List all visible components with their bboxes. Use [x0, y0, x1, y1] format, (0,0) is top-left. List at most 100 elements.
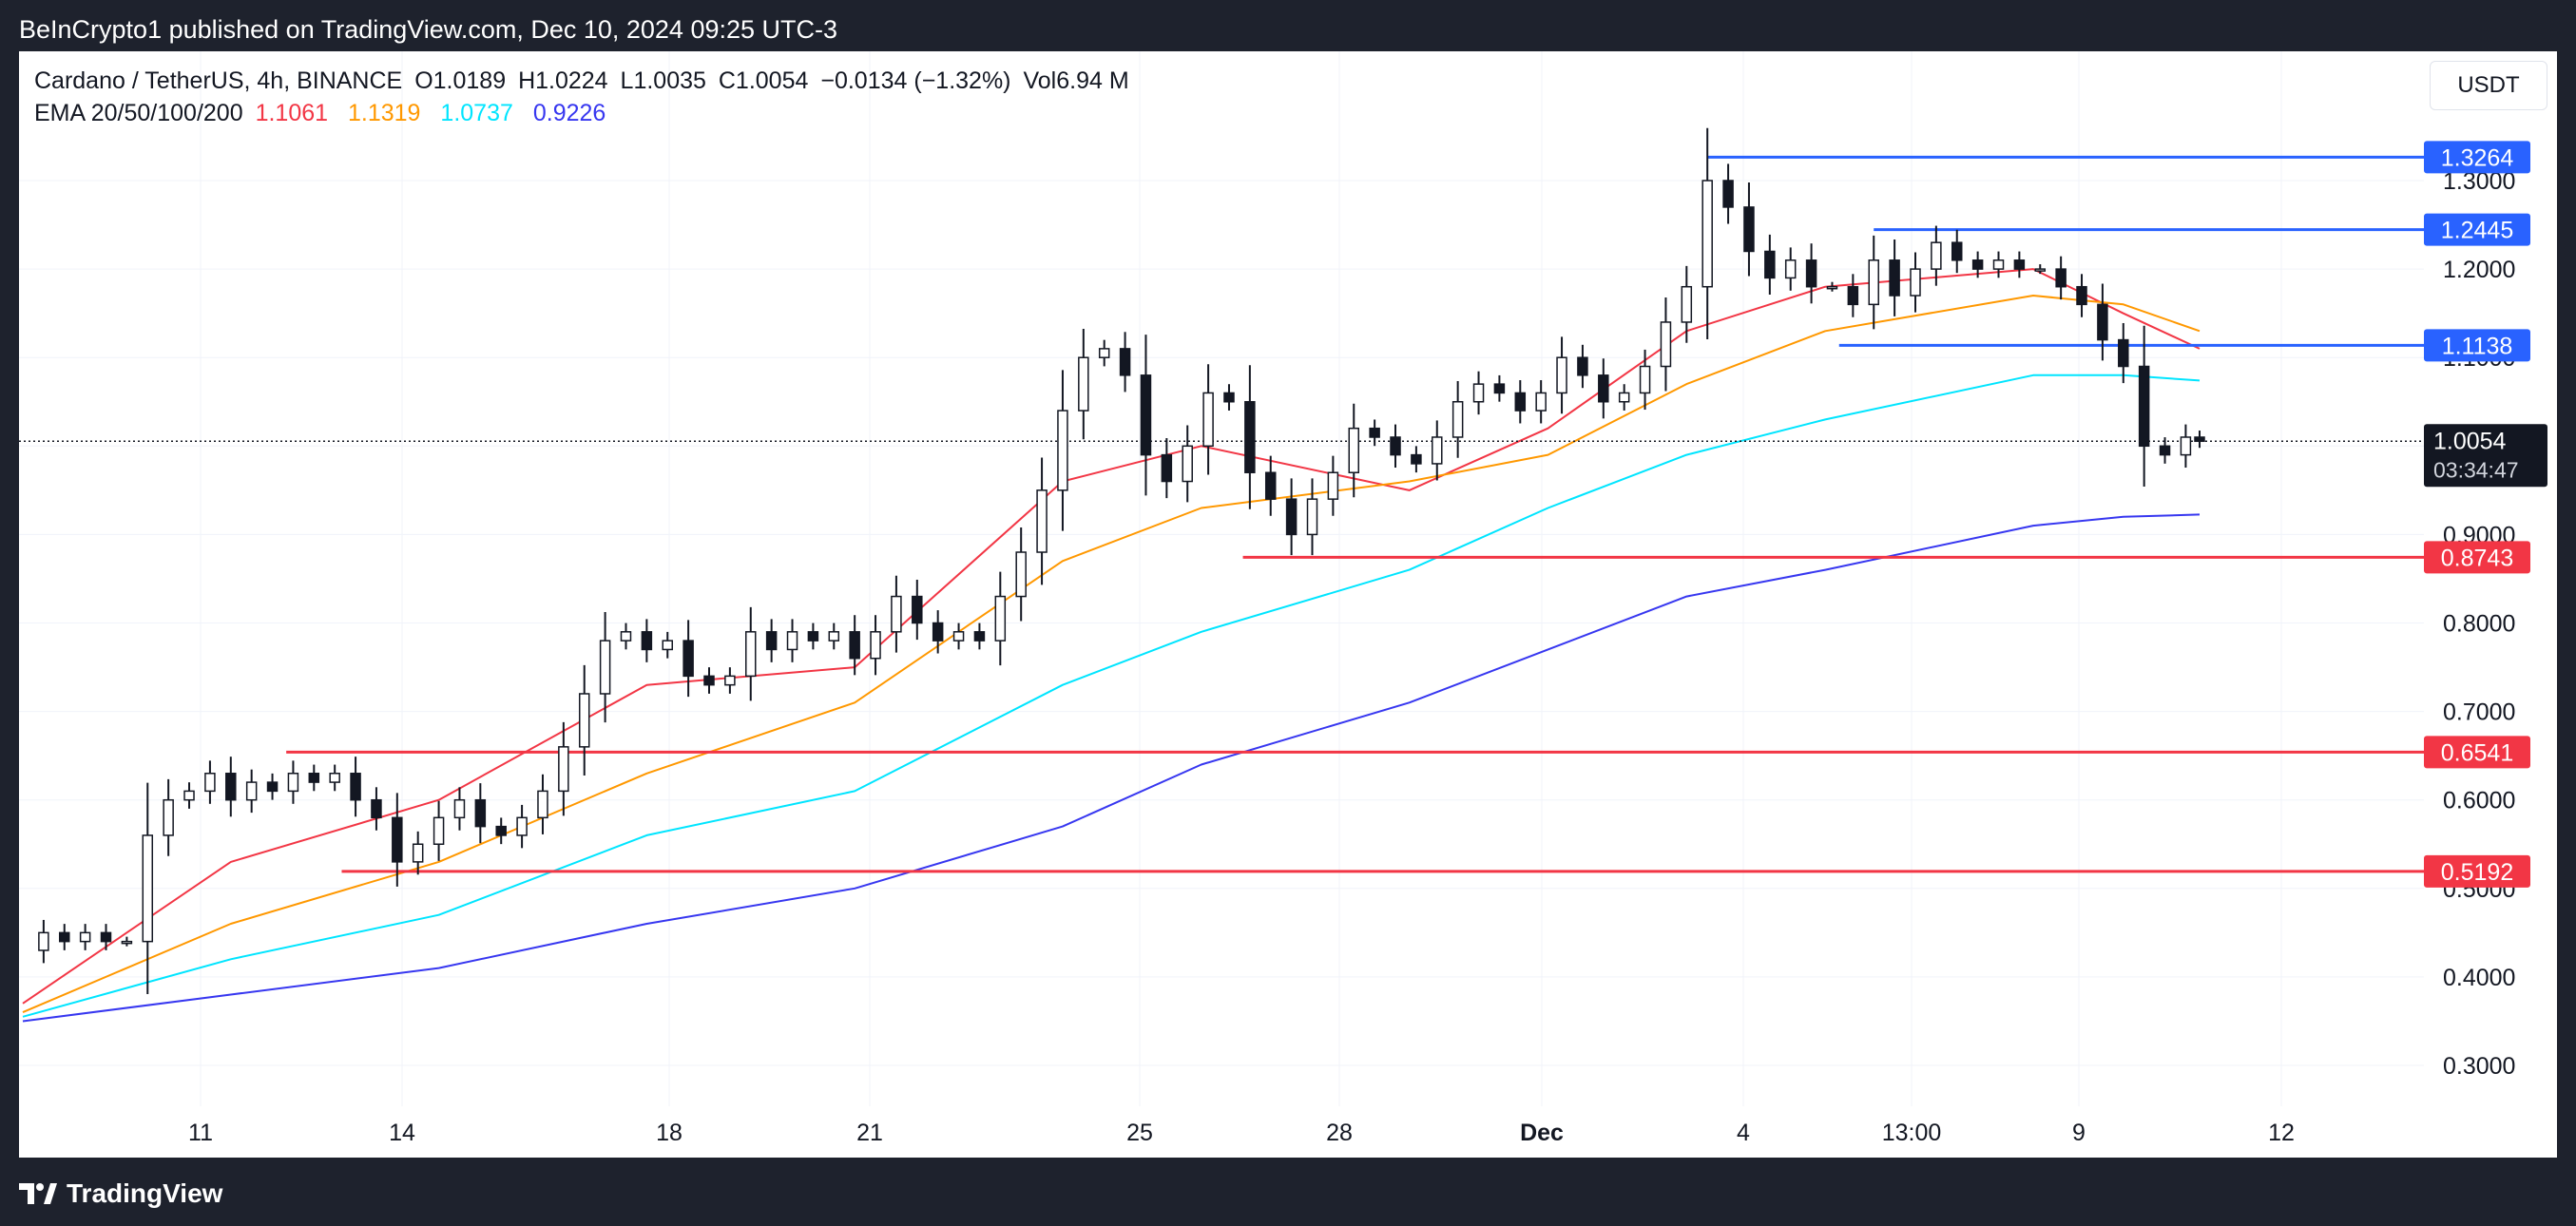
level-tag-resistance	[2424, 213, 2530, 246]
y-tick-label: 0.3000	[2443, 1053, 2515, 1080]
candle-down	[1598, 374, 1609, 403]
candle-up	[1660, 321, 1672, 368]
x-tick-label: 13:00	[1882, 1120, 1942, 1146]
candle-down	[1764, 250, 1776, 279]
candle-up	[1910, 268, 1921, 297]
x-tick-label: 18	[656, 1120, 682, 1146]
candle-up	[1556, 356, 1567, 394]
currency-button[interactable]: USDT	[2430, 61, 2547, 110]
y-tick-label: 0.7000	[2443, 699, 2515, 726]
candle-up	[183, 790, 195, 801]
volume-value: Vol6.94 M	[1023, 67, 1129, 94]
level-tag-label: 0.8743	[2441, 545, 2513, 571]
candle-down	[1119, 348, 1131, 376]
candle-down	[2159, 445, 2171, 456]
symbol-label[interactable]: Cardano / TetherUS, 4h, BINANCE	[34, 67, 403, 94]
level-tag-label: 1.1138	[2442, 333, 2513, 359]
x-tick-label: 21	[856, 1120, 883, 1146]
candle-down	[1390, 436, 1401, 456]
candle-down	[225, 773, 237, 801]
candle-down	[371, 798, 382, 819]
level-tag-label: 0.6541	[2441, 739, 2513, 766]
candle-up	[163, 798, 174, 836]
candle-up	[786, 631, 798, 651]
tradingview-logo[interactable]: TradingView	[19, 1178, 222, 1209]
candle-down	[912, 595, 923, 624]
candle-down	[849, 631, 860, 660]
ohlc-row: Cardano / TetherUS, 4h, BINANCE O1.0189 …	[34, 65, 1135, 97]
ema-row: EMA 20/50/100/200 1.1061 1.1319 1.0737 0…	[34, 97, 1135, 129]
candle-up	[1451, 401, 1464, 438]
published-info: BeInCrypto1 published on TradingView.com…	[0, 0, 2576, 51]
candle-up	[1826, 285, 1838, 290]
candle-down	[1743, 206, 1755, 253]
chart-legend: Cardano / TetherUS, 4h, BINANCE O1.0189 …	[34, 65, 1135, 129]
candle-down	[2138, 365, 2150, 448]
candle-down	[1264, 471, 1277, 500]
x-tick-label: Dec	[1520, 1120, 1564, 1146]
price-chart[interactable]: 1.30001.20001.10001.00000.90000.80000.70…	[19, 51, 2557, 1158]
candle-down	[641, 631, 653, 651]
x-tick-label: 14	[389, 1120, 415, 1146]
candle-up	[287, 773, 299, 793]
candle-down	[1244, 401, 1256, 473]
candle-down	[1577, 356, 1588, 376]
ema200-value: 0.9226	[532, 100, 606, 126]
candle-up	[453, 798, 466, 819]
candle-up	[142, 834, 154, 943]
candle-up	[1639, 365, 1651, 394]
candle-up	[828, 631, 840, 642]
ema20-line	[22, 268, 2201, 1005]
candle-up	[79, 931, 91, 943]
ema50-line	[22, 295, 2201, 1014]
candle-down	[1971, 259, 1984, 270]
candle-up	[620, 631, 632, 642]
candle-down	[973, 631, 986, 642]
current-price-tag	[2424, 424, 2547, 488]
candle-down	[703, 675, 715, 686]
candle-down	[495, 825, 507, 836]
level-tag-label: 0.5192	[2441, 859, 2513, 886]
tradingview-icon	[19, 1183, 57, 1204]
close-value: C1.0054	[718, 67, 809, 94]
candle-down	[1411, 453, 1422, 465]
candle-down	[807, 631, 819, 642]
candle-up	[1327, 471, 1339, 500]
level-tag-support	[2424, 541, 2530, 574]
level-tag-label: 1.3264	[2441, 144, 2514, 171]
x-tick-label: 11	[188, 1120, 213, 1146]
x-tick-label: 25	[1126, 1120, 1153, 1146]
level-tag-label: 1.2445	[2441, 218, 2513, 244]
ema-label[interactable]: EMA 20/50/100/200	[34, 100, 243, 126]
chart-panel[interactable]: 1.30001.20001.10001.00000.90000.80000.70…	[19, 51, 2557, 1158]
candle-up	[38, 931, 49, 951]
candle-down	[308, 773, 320, 783]
candle-up	[1348, 427, 1360, 473]
candle-up	[1057, 410, 1068, 491]
candle-down	[2076, 285, 2087, 306]
ema200-line	[22, 513, 2201, 1023]
candle-down	[1847, 285, 1859, 306]
candle-down	[1223, 392, 1235, 403]
candle-up	[1931, 241, 1942, 270]
candle-up	[1784, 259, 1797, 279]
candle-up	[412, 843, 424, 863]
candle-down	[59, 931, 70, 943]
candle-up	[745, 631, 757, 678]
candle-down	[1285, 498, 1298, 536]
candle-down	[1951, 241, 1963, 261]
countdown-label: 03:34:47	[2433, 457, 2519, 482]
candle-up	[891, 595, 902, 633]
open-value: O1.0189	[414, 67, 507, 94]
candle-up	[1015, 551, 1027, 598]
level-tag-support	[2424, 736, 2530, 769]
candle-down	[1369, 427, 1380, 438]
candle-down	[1514, 392, 1527, 412]
candle-down	[1805, 259, 1817, 288]
x-tick-label: 9	[2072, 1120, 2086, 1146]
x-tick-label: 12	[2268, 1120, 2295, 1146]
candle-down	[765, 631, 778, 651]
candle-up	[1078, 356, 1089, 412]
candle-up	[1618, 392, 1630, 403]
x-tick-label: 4	[1737, 1120, 1750, 1146]
